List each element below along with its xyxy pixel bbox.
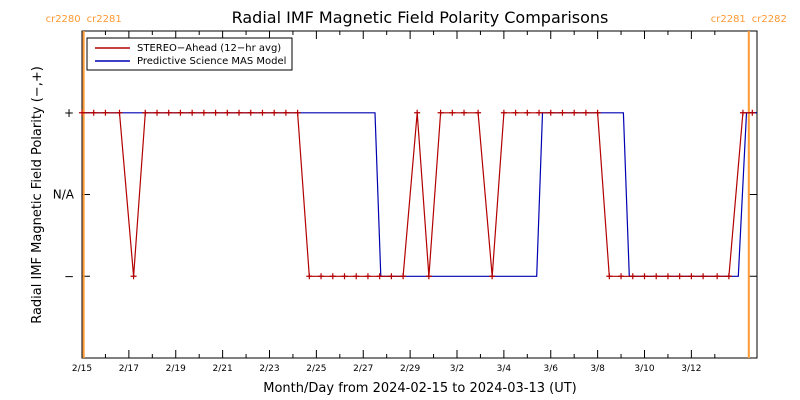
data-point-marker (524, 109, 531, 116)
data-point-marker (236, 109, 243, 116)
data-point-marker (282, 109, 289, 116)
x-tick-label: 3/4 (497, 364, 512, 374)
data-point-marker (116, 109, 123, 116)
data-point-marker (425, 273, 432, 280)
x-tick-label: 2/25 (306, 364, 326, 374)
y-tick-label: − (64, 269, 74, 283)
data-point-marker (653, 273, 660, 280)
x-tick-label: 2/21 (213, 364, 233, 374)
data-point-marker (364, 273, 371, 280)
data-point-marker (306, 273, 313, 280)
data-point-marker (200, 109, 207, 116)
data-point-marker (400, 273, 407, 280)
data-point-marker (294, 109, 301, 116)
data-point-marker (618, 273, 625, 280)
x-tick-label: 2/19 (166, 364, 186, 374)
data-point-marker (130, 273, 137, 280)
data-point-marker (212, 109, 219, 116)
data-point-marker (102, 109, 109, 116)
data-point-marker (700, 273, 707, 280)
data-point-marker (341, 273, 348, 280)
data-point-marker (177, 109, 184, 116)
y-tick-label: N/A (53, 188, 75, 202)
data-point-marker (664, 273, 671, 280)
data-point-marker (714, 273, 721, 280)
carrington-lines (82, 31, 750, 358)
x-tick-label: 2/27 (353, 364, 373, 374)
data-point-marker (247, 109, 254, 116)
data-point-marker (90, 109, 97, 116)
x-tick-label: 2/23 (259, 364, 279, 374)
data-point-marker (224, 109, 231, 116)
data-point-marker (154, 109, 160, 116)
data-point-marker (749, 109, 756, 116)
data-point-marker (437, 109, 444, 116)
data-point-marker (259, 109, 266, 116)
x-tick-label: 2/15 (72, 364, 92, 374)
x-tick-label: 3/2 (450, 364, 464, 374)
x-tick-label: 3/12 (681, 364, 701, 374)
chart-title: Radial IMF Magnetic Field Polarity Compa… (232, 8, 609, 27)
data-point-marker (414, 109, 421, 116)
series-line-stereo (82, 112, 753, 277)
data-point-marker (582, 109, 589, 116)
carrington-label-after: cr2281 (87, 14, 122, 25)
x-tick-label: 3/8 (590, 364, 605, 374)
data-point-marker (329, 273, 336, 280)
plot-frame (81, 30, 758, 359)
data-point-marker (629, 273, 636, 280)
x-axis-label: Month/Day from 2024-02-15 to 2024-03-13 … (263, 381, 576, 396)
data-point-marker (676, 273, 683, 280)
data-point-marker (271, 109, 278, 116)
x-tick-label: 3/10 (634, 364, 654, 374)
data-point-marker (376, 273, 383, 280)
data-point-marker (475, 109, 482, 116)
data-point-marker (571, 109, 578, 116)
data-point-marker (142, 109, 149, 116)
data-point-marker (536, 109, 543, 116)
x-axis: 2/15 2/17 2/19 2/21 2/23 2/25 2/27 2/29 3/2 3/4 3/… (72, 31, 716, 374)
data-point-marker (165, 109, 172, 116)
data-point-marker (461, 109, 468, 116)
data-point-marker (353, 273, 360, 280)
legend-box (86, 37, 293, 71)
data-point-marker (547, 109, 554, 116)
x-tick-label: 3/6 (544, 364, 559, 374)
data-point-marker (739, 109, 746, 116)
data-point-marker (594, 109, 601, 116)
y-axis: + N/A − (53, 106, 757, 283)
x-tick-label: 2/17 (119, 364, 139, 374)
data-point-marker (489, 273, 496, 280)
y-tick-label: + (64, 106, 74, 120)
carrington-label-after: cr2282 (752, 14, 787, 25)
carrington-label-before: cr2280 (46, 14, 81, 25)
data-point-marker (449, 109, 456, 116)
data-point-marker (512, 109, 519, 116)
x-tick-label: 2/29 (400, 364, 420, 374)
data-point-marker (559, 109, 566, 116)
data-point-marker (318, 273, 325, 280)
legend-label-mas-model: Predictive Science MAS Model (137, 56, 286, 67)
carrington-label-before: cr2281 (711, 14, 746, 25)
legend-label-stereo: STEREO−Ahead (12−hr avg) (137, 43, 281, 54)
data-point-marker (500, 109, 507, 116)
data-point-marker (688, 273, 695, 280)
data-point-marker (189, 109, 196, 116)
series-layer (79, 109, 757, 280)
data-point-marker (79, 109, 85, 116)
data-point-marker (606, 273, 613, 280)
data-point-marker (388, 273, 395, 280)
legend: STEREO−Ahead (12−hr avg) Predictive Scie… (86, 37, 293, 71)
y-axis-label: Radial IMF Magnetic Field Polarity (−,+) (30, 66, 45, 324)
data-point-marker (641, 273, 648, 280)
data-point-marker (725, 273, 732, 280)
carrington-labels: cr2280 cr2281 cr2281 cr2282 (46, 14, 787, 25)
